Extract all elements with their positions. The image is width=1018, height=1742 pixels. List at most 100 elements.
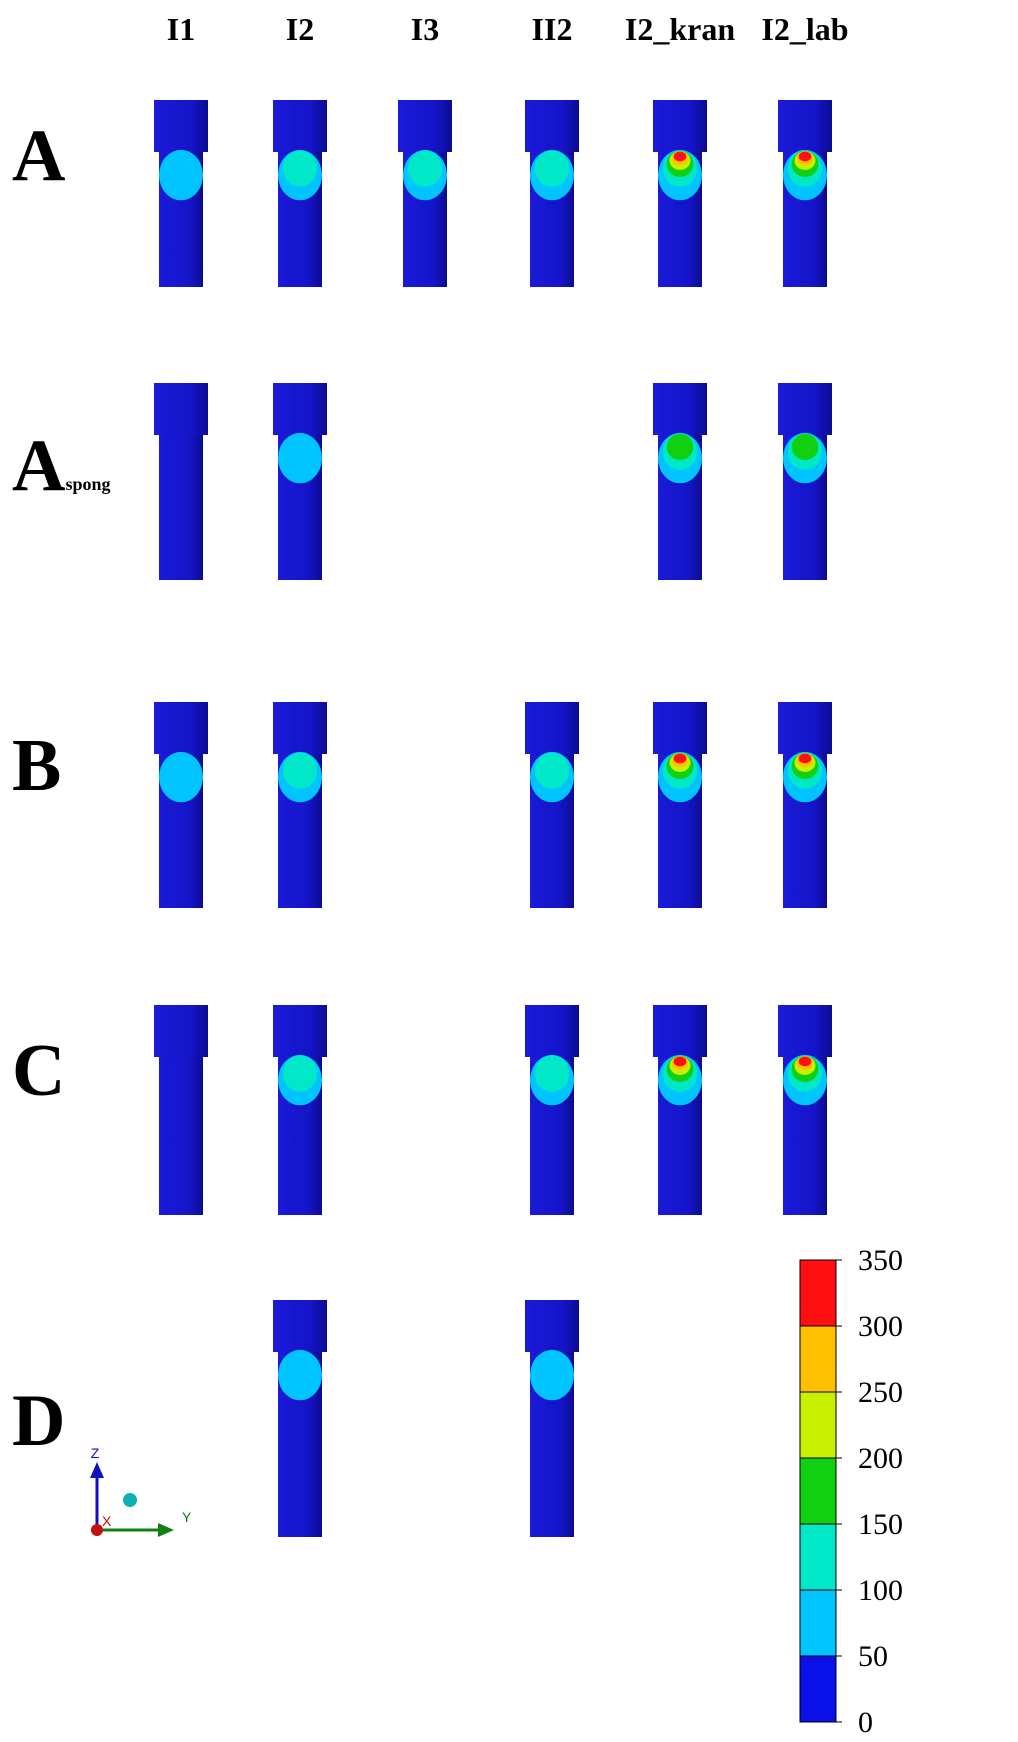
contour-band — [666, 433, 694, 461]
contour-band — [282, 1055, 318, 1092]
specimen — [525, 100, 579, 287]
colorbar-label: 0 — [858, 1706, 873, 1739]
contour-band — [798, 151, 812, 162]
cap — [778, 1005, 832, 1057]
contour-band — [791, 433, 819, 461]
colorbar-label: 350 — [858, 1244, 903, 1277]
specimen — [653, 383, 707, 580]
contour-band — [282, 752, 318, 789]
y-label: Y — [182, 1509, 192, 1525]
contour-band — [282, 150, 318, 187]
cap — [273, 383, 327, 435]
contour-band — [278, 432, 322, 484]
colorbar-band — [799, 1655, 837, 1723]
cap — [653, 383, 707, 435]
cap — [398, 100, 452, 152]
column-header: I1 — [167, 11, 195, 47]
contour-band — [530, 1349, 574, 1401]
specimen — [778, 702, 832, 908]
column-header: II2 — [532, 11, 573, 47]
ball — [123, 1493, 137, 1507]
contour-band — [534, 752, 570, 789]
specimen — [154, 100, 208, 287]
contour-band — [673, 151, 687, 162]
contour-band — [407, 150, 443, 187]
specimen — [778, 100, 832, 287]
contour-band — [673, 753, 687, 764]
contour-band — [159, 751, 203, 803]
column-header: I3 — [411, 11, 439, 47]
cap — [273, 1005, 327, 1057]
specimen — [273, 1005, 327, 1215]
specimen — [154, 1005, 208, 1215]
row-label: A — [12, 115, 65, 197]
row-subscript: spong — [65, 474, 110, 494]
cap — [154, 100, 208, 152]
contour-band — [159, 149, 203, 201]
contour-band — [798, 753, 812, 764]
specimen — [653, 1005, 707, 1215]
cap — [778, 100, 832, 152]
specimen — [778, 1005, 832, 1215]
cap — [653, 1005, 707, 1057]
specimen — [525, 1005, 579, 1215]
specimen — [273, 100, 327, 287]
cap — [154, 1005, 208, 1057]
cap — [525, 702, 579, 754]
y-arrow — [158, 1523, 174, 1537]
colorbar-band — [799, 1589, 837, 1657]
contour-band — [278, 1349, 322, 1401]
colorbar-label: 200 — [858, 1442, 903, 1475]
column-header: I2_lab — [761, 11, 848, 47]
colorbar-band — [799, 1391, 837, 1459]
colorbar-band — [799, 1325, 837, 1393]
row-label: D — [12, 1380, 65, 1462]
specimen — [154, 383, 208, 580]
specimen — [154, 702, 208, 908]
z-arrow — [90, 1462, 104, 1478]
contour-band — [534, 1055, 570, 1092]
cap — [273, 1300, 327, 1352]
colorbar-band — [799, 1523, 837, 1591]
specimen — [653, 702, 707, 908]
row-label: C — [12, 1030, 65, 1112]
z-label: Z — [91, 1445, 100, 1461]
cap — [273, 702, 327, 754]
cap — [778, 383, 832, 435]
origin — [91, 1524, 103, 1536]
column-header: I2_kran — [625, 11, 735, 47]
row-label: Aspong — [12, 425, 110, 507]
x-label: X — [102, 1513, 112, 1529]
specimen — [273, 383, 327, 580]
cap — [273, 100, 327, 152]
colorbar-label: 50 — [858, 1640, 888, 1673]
colorbar-label: 150 — [858, 1508, 903, 1541]
colorbar-label: 250 — [858, 1376, 903, 1409]
contour-band — [798, 1056, 812, 1067]
specimen — [653, 100, 707, 287]
cap — [525, 1005, 579, 1057]
cap — [154, 383, 208, 435]
shaft — [159, 433, 203, 580]
colorbar-label: 300 — [858, 1310, 903, 1343]
specimen — [398, 100, 452, 287]
colorbar-band — [799, 1259, 837, 1327]
contour-band — [673, 1056, 687, 1067]
specimen — [273, 1300, 327, 1537]
colorbar-label: 100 — [858, 1574, 903, 1607]
cap — [653, 702, 707, 754]
cap — [653, 100, 707, 152]
specimen — [525, 702, 579, 908]
cap — [525, 100, 579, 152]
row-label: B — [12, 725, 61, 807]
specimen — [778, 383, 832, 580]
cap — [154, 702, 208, 754]
contour-band — [534, 150, 570, 187]
specimen — [525, 1300, 579, 1537]
shaft — [159, 1055, 203, 1215]
colorbar-band — [799, 1457, 837, 1525]
column-header: I2 — [286, 11, 314, 47]
cap — [525, 1300, 579, 1352]
specimen — [273, 702, 327, 908]
